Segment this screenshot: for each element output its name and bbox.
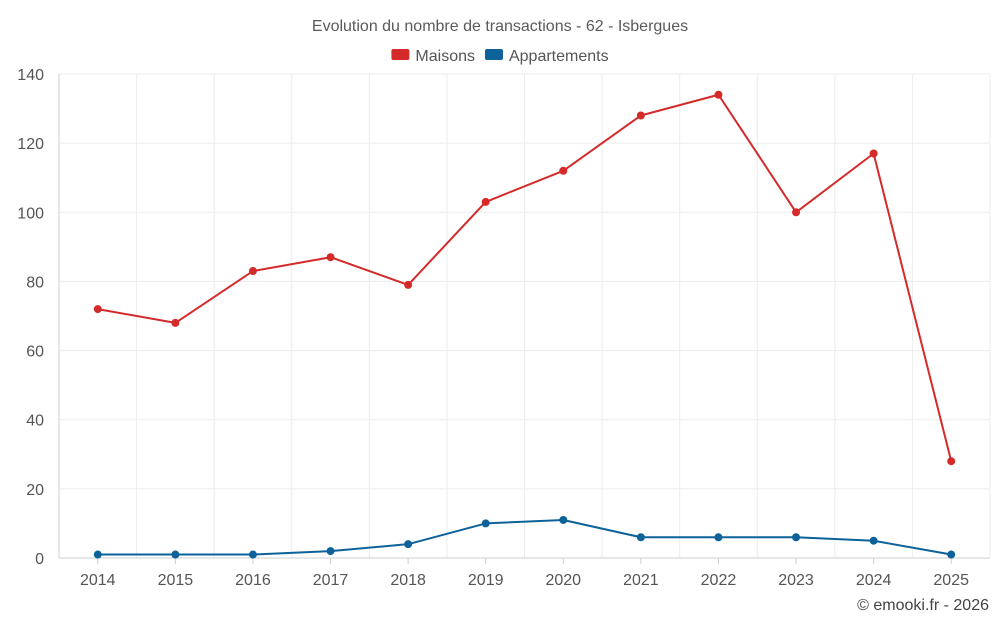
x-tick-label: 2020 (545, 572, 581, 589)
data-point[interactable] (869, 149, 878, 158)
grid (58, 73, 991, 559)
data-point[interactable] (481, 519, 490, 528)
data-point[interactable] (559, 166, 568, 175)
x-tick-label: 2016 (235, 572, 271, 589)
y-tick-label: 40 (26, 413, 44, 430)
series-line (97, 518, 952, 556)
x-tick-label: 2021 (623, 572, 659, 589)
data-point[interactable] (248, 550, 257, 559)
y-tick-label: 120 (17, 136, 44, 153)
data-point[interactable] (947, 457, 956, 466)
x-tick-label: 2014 (80, 572, 116, 589)
data-point[interactable] (93, 305, 102, 314)
series-maisons (93, 90, 956, 466)
y-tick-label: 140 (17, 67, 44, 84)
x-tick-label: 2018 (390, 572, 426, 589)
credit: © emooki.fr - 2026 (857, 597, 989, 614)
y-tick-label: 100 (17, 205, 44, 222)
data-point[interactable] (93, 550, 102, 559)
x-tick-label: 2025 (933, 572, 969, 589)
chart-title: Evolution du nombre de transactions - 62… (312, 18, 688, 35)
legend-label[interactable]: Maisons (415, 48, 475, 65)
y-tick-label: 20 (26, 482, 44, 499)
data-point[interactable] (792, 533, 801, 542)
y-tick-label: 60 (26, 344, 44, 361)
x-axis: 2014 2015 2016 2017 2018 2019 2020 2021 2022 2023… (59, 557, 990, 589)
series-layer (93, 90, 956, 559)
y-tick-label: 80 (26, 274, 44, 291)
data-point[interactable] (559, 515, 568, 524)
data-point[interactable] (947, 550, 956, 559)
data-point[interactable] (714, 90, 723, 99)
x-tick-label: 2017 (313, 572, 349, 589)
legend-swatch (484, 49, 503, 60)
data-point[interactable] (326, 253, 335, 262)
series-appartements (93, 515, 956, 559)
x-tick-label: 2023 (778, 572, 814, 589)
y-axis: 0 20 40 60 80 100 120 140 (17, 67, 60, 568)
legend-swatch (391, 49, 410, 60)
legend: Maisons Appartements (391, 48, 609, 65)
data-point[interactable] (248, 267, 257, 276)
x-tick-label: 2015 (158, 572, 194, 589)
data-point[interactable] (636, 533, 645, 542)
data-point[interactable] (171, 318, 180, 327)
y-tick-label: 0 (35, 551, 44, 568)
data-point[interactable] (326, 547, 335, 556)
data-point[interactable] (869, 536, 878, 545)
x-tick-label: 2022 (701, 572, 737, 589)
data-point[interactable] (171, 550, 180, 559)
x-tick-label: 2024 (856, 572, 892, 589)
data-point[interactable] (404, 280, 413, 289)
data-point[interactable] (481, 197, 490, 206)
series-line (97, 93, 953, 462)
data-point[interactable] (404, 540, 413, 549)
x-tick-label: 2019 (468, 572, 504, 589)
data-point[interactable] (636, 111, 645, 120)
data-point[interactable] (792, 208, 801, 217)
legend-label[interactable]: Appartements (509, 48, 609, 65)
data-point[interactable] (714, 533, 723, 542)
